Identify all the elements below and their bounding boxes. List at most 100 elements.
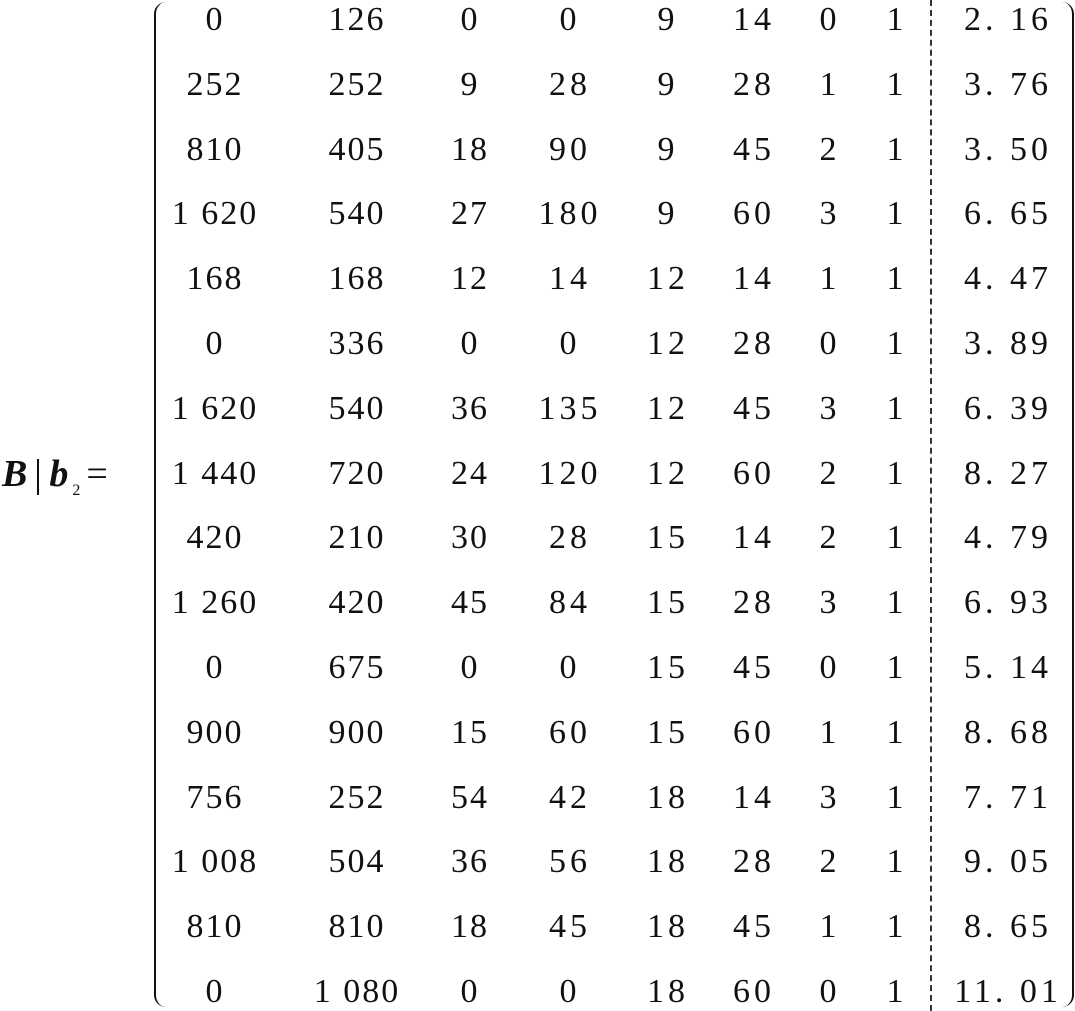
matrix-cell: 168 — [186, 260, 244, 298]
matrix-cell: 45 — [451, 584, 489, 622]
matrix-cell: 15 — [647, 519, 689, 557]
matrix-cell: 1 — [819, 713, 841, 751]
rhs-cell: 4. 47 — [964, 260, 1052, 298]
matrix-cell: 420 — [328, 584, 386, 622]
matrix-cell: 1 — [886, 454, 908, 492]
augment-bar — [37, 459, 40, 496]
matrix-cell: 1 440 — [171, 454, 259, 492]
matrix-cell: 1 008 — [171, 843, 259, 881]
matrix-cell: 540 — [328, 195, 386, 233]
augmented-divider — [930, 0, 932, 1011]
matrix-cell: 1 — [886, 195, 908, 233]
matrix-cell: 54 — [451, 778, 489, 816]
matrix-cell: 675 — [328, 649, 386, 686]
matrix-cell: 14 — [733, 260, 775, 298]
matrix-cell: 1 — [886, 519, 908, 557]
matrix-cell: 0 — [460, 649, 480, 686]
matrix-cell: 810 — [186, 130, 244, 168]
matrix-cell: 900 — [186, 713, 244, 751]
matrix-cell: 0 — [559, 973, 581, 1010]
matrix-cell: 1 — [886, 649, 908, 686]
matrix-cell: 18 — [647, 778, 689, 816]
matrix-cell: 0 — [559, 325, 581, 362]
matrix-cell: 0 — [819, 973, 841, 1010]
matrix-cell: 2 — [819, 519, 841, 557]
matrix-cell: 210 — [328, 519, 386, 557]
matrix-cell: 1 620 — [171, 195, 259, 233]
matrix-cell: 9 — [460, 65, 480, 103]
matrix-cell: 18 — [451, 908, 489, 946]
matrix-cell: 14 — [733, 1, 775, 38]
matrix-cell: 0 — [819, 649, 841, 686]
matrix-cell: 28 — [733, 325, 775, 362]
matrix-cell: 720 — [328, 454, 386, 492]
matrix-cell: 900 — [328, 713, 386, 751]
matrix-cell: 18 — [647, 908, 689, 946]
rhs-cell: 2. 16 — [964, 1, 1052, 38]
rhs-cell: 8. 68 — [964, 713, 1052, 751]
matrix-cell: 756 — [186, 778, 244, 816]
matrix-cell: 14 — [733, 519, 775, 557]
matrix-cell: 15 — [647, 713, 689, 751]
matrix-cell: 135 — [538, 389, 602, 427]
rhs-cell: 6. 65 — [964, 195, 1052, 233]
matrix-cell: 1 — [886, 1, 908, 38]
matrix-cell: 0 — [460, 325, 480, 362]
matrix-cell: 1 — [819, 908, 841, 946]
matrix-cell: 120 — [538, 454, 602, 492]
rhs-cell: 11. 01 — [954, 973, 1062, 1010]
matrix-cell: 1 — [886, 260, 908, 298]
matrix-cell: 14 — [733, 778, 775, 816]
rhs-cell: 3. 50 — [964, 130, 1052, 168]
matrix-cell: 180 — [538, 195, 602, 233]
rhs-cell: 7. 71 — [964, 778, 1052, 816]
matrix-cell: 0 — [205, 1, 225, 38]
matrix-cell: 84 — [549, 584, 591, 622]
matrix-cell: 28 — [549, 519, 591, 557]
matrix-cell: 90 — [549, 130, 591, 168]
matrix-cell: 18 — [647, 843, 689, 881]
matrix-cell: 12 — [647, 454, 689, 492]
rhs-cell: 9. 05 — [964, 843, 1052, 881]
matrix-cell: 28 — [733, 843, 775, 881]
left-parenthesis — [154, 2, 170, 1007]
right-parenthesis — [1058, 2, 1074, 1007]
matrix-cell: 1 — [886, 130, 908, 168]
matrix-cell: 12 — [647, 325, 689, 362]
matrix-cell: 30 — [451, 519, 489, 557]
matrix-cell: 28 — [549, 65, 591, 103]
rhs-cell: 5. 14 — [964, 649, 1052, 686]
matrix-cell: 252 — [328, 778, 386, 816]
matrix-cell: 0 — [819, 325, 841, 362]
matrix-cell: 1 620 — [171, 389, 259, 427]
matrix-cell: 15 — [647, 584, 689, 622]
matrix-cell: 252 — [328, 65, 386, 103]
matrix-cell: 27 — [451, 195, 489, 233]
matrix-cell: 252 — [186, 65, 244, 103]
matrix-cell: 0 — [819, 1, 841, 38]
vector-symbol: b — [49, 453, 69, 495]
matrix-cell: 3 — [819, 195, 841, 233]
matrix-cell: 28 — [733, 584, 775, 622]
matrix-cell: 420 — [186, 519, 244, 557]
matrix-cell: 0 — [460, 1, 480, 38]
matrix-cell: 126 — [328, 1, 386, 38]
matrix-cell: 1 — [819, 65, 841, 103]
matrix-cell: 2 — [819, 843, 841, 881]
matrix-cell: 9 — [657, 1, 679, 38]
matrix-cell: 45 — [733, 389, 775, 427]
matrix-cell: 60 — [733, 973, 775, 1010]
rhs-cell: 6. 93 — [964, 584, 1052, 622]
matrix-cell: 405 — [328, 130, 386, 168]
matrix-cell: 3 — [819, 389, 841, 427]
matrix-cell: 810 — [186, 908, 244, 946]
equals-sign: = — [86, 453, 108, 495]
matrix-cell: 1 — [886, 778, 908, 816]
rhs-cell: 3. 89 — [964, 325, 1052, 362]
matrix-cell: 1 — [886, 973, 908, 1010]
matrix-cell: 1 — [886, 584, 908, 622]
matrix-cell: 60 — [733, 713, 775, 751]
matrix-cell: 168 — [328, 260, 386, 298]
matrix-cell: 12 — [451, 260, 489, 298]
matrix-cell: 1 — [886, 843, 908, 881]
